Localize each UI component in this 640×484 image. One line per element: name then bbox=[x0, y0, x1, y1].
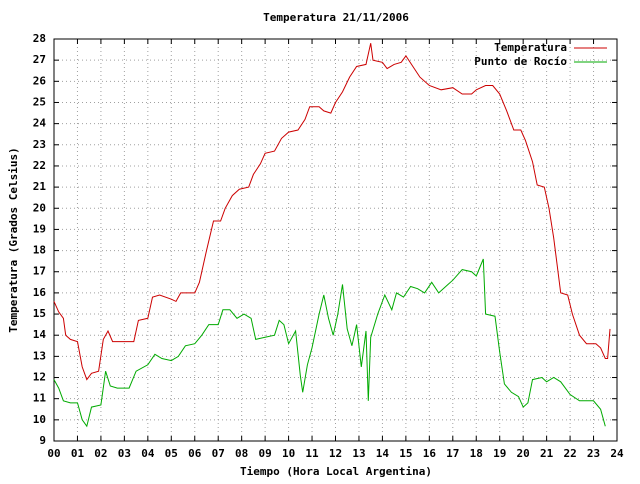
data-line bbox=[53, 258, 606, 428]
x-tick-label: 12 bbox=[329, 447, 342, 460]
x-tick-label: 14 bbox=[376, 447, 390, 460]
x-tick-label: 17 bbox=[446, 447, 459, 460]
legend-label: Punto de Rocío bbox=[474, 55, 567, 68]
x-tick-label: 02 bbox=[94, 447, 107, 460]
x-tick-label: 09 bbox=[259, 447, 272, 460]
y-tick-label: 12 bbox=[33, 371, 46, 384]
x-tick-label: 19 bbox=[493, 447, 506, 460]
x-tick-label: 13 bbox=[352, 447, 365, 460]
data-line bbox=[53, 43, 611, 381]
x-tick-label: 04 bbox=[141, 447, 155, 460]
y-tick-label: 23 bbox=[33, 138, 46, 151]
y-tick-label: 11 bbox=[33, 392, 47, 405]
y-tick-label: 22 bbox=[33, 159, 46, 172]
y-tick-label: 25 bbox=[33, 95, 46, 108]
x-tick-label: 23 bbox=[587, 447, 600, 460]
y-tick-label: 19 bbox=[33, 222, 46, 235]
x-tick-label: 24 bbox=[610, 447, 624, 460]
x-tick-label: 22 bbox=[563, 447, 576, 460]
x-tick-label: 21 bbox=[540, 447, 554, 460]
y-tick-label: 21 bbox=[33, 180, 47, 193]
y-tick-label: 16 bbox=[33, 286, 47, 299]
x-tick-label: 15 bbox=[399, 447, 412, 460]
y-tick-label: 20 bbox=[33, 201, 46, 214]
y-tick-label: 9 bbox=[39, 434, 46, 447]
y-tick-label: 26 bbox=[33, 74, 47, 87]
chart-title: Temperatura 21/11/2006 bbox=[263, 11, 409, 24]
y-tick-label: 27 bbox=[33, 53, 46, 66]
x-axis-label: Tiempo (Hora Local Argentina) bbox=[240, 465, 432, 478]
x-tick-label: 20 bbox=[517, 447, 530, 460]
x-tick-label: 08 bbox=[235, 447, 248, 460]
x-tick-label: 11 bbox=[305, 447, 319, 460]
y-tick-label: 17 bbox=[33, 265, 46, 278]
x-tick-label: 00 bbox=[47, 447, 60, 460]
x-tick-label: 16 bbox=[423, 447, 437, 460]
plot-border bbox=[53, 38, 618, 442]
y-axis-label: Temperatura (Grados Celsius) bbox=[7, 147, 20, 332]
x-tick-label: 03 bbox=[118, 447, 131, 460]
y-tick-label: 14 bbox=[33, 328, 47, 341]
x-tick-label: 18 bbox=[470, 447, 483, 460]
x-tick-label: 01 bbox=[71, 447, 85, 460]
y-tick-label: 24 bbox=[33, 117, 47, 130]
y-tick-label: 13 bbox=[33, 349, 46, 362]
y-tick-label: 10 bbox=[33, 413, 46, 426]
x-tick-label: 07 bbox=[212, 447, 225, 460]
legend-label: Temperatura bbox=[494, 41, 567, 54]
y-tick-label: 18 bbox=[33, 244, 46, 257]
x-tick-label: 05 bbox=[165, 447, 178, 460]
y-tick-label: 28 bbox=[33, 32, 46, 45]
x-tick-label: 06 bbox=[188, 447, 202, 460]
x-tick-label: 10 bbox=[282, 447, 295, 460]
y-tick-label: 15 bbox=[33, 307, 46, 320]
